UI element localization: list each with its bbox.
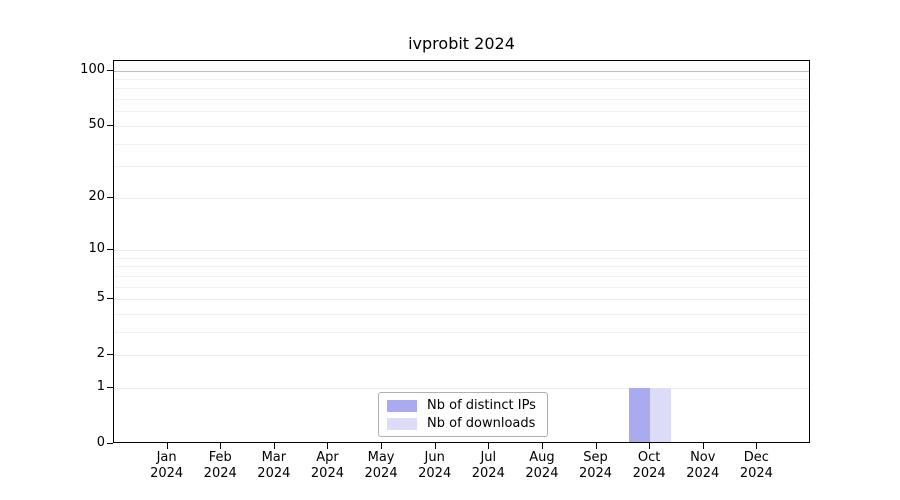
y-tick-label: 10	[88, 240, 105, 256]
y-tick-label: 0	[96, 435, 105, 450]
legend-label-distinct-ips: Nb of distinct IPs	[427, 398, 536, 413]
chart-title: ivprobit 2024	[408, 34, 515, 53]
x-tick-mark	[327, 443, 329, 449]
y-tick-label: 5	[96, 290, 105, 306]
x-tick-mark	[595, 443, 597, 449]
x-tick-label-year: 2024	[418, 466, 452, 481]
y-gridline-minor	[114, 266, 809, 268]
y-tick-label: 100	[80, 61, 105, 77]
x-tick-mark	[434, 443, 436, 449]
x-tick-label-month: Nov	[690, 450, 716, 465]
x-tick-label-year: 2024	[257, 466, 291, 481]
x-tick-label-month: Oct	[637, 450, 661, 465]
y-tick-mark	[107, 443, 113, 444]
y-gridline-minor	[114, 79, 809, 81]
legend-item-downloads: Nb of downloads	[387, 416, 541, 431]
y-tick-label: 50	[88, 116, 105, 132]
legend-label-downloads: Nb of downloads	[427, 416, 536, 431]
y-tick-mark	[107, 124, 113, 126]
x-tick-label-month: Feb	[208, 450, 232, 465]
x-tick-label-month: Apr	[316, 450, 339, 465]
y-gridline	[114, 355, 809, 357]
y-gridline-minor	[114, 313, 809, 315]
x-tick-label-month: Aug	[529, 450, 555, 465]
x-tick-mark	[273, 443, 275, 449]
x-tick-mark	[649, 443, 651, 449]
y-tick-mark	[107, 298, 113, 300]
x-tick-label-month: May	[367, 450, 395, 465]
legend: Nb of distinct IPs Nb of downloads	[378, 392, 548, 437]
y-gridline	[114, 249, 809, 251]
x-tick-label-year: 2024	[364, 466, 398, 481]
y-gridline	[114, 387, 809, 389]
y-gridline-minor	[114, 331, 809, 333]
bar-distinct-ips	[629, 387, 651, 442]
y-gridline	[114, 70, 809, 72]
x-tick-label-year: 2024	[150, 466, 184, 481]
y-tick-label: 20	[88, 188, 105, 204]
legend-swatch-distinct-ips	[387, 399, 417, 412]
x-tick-label-month: Jul	[480, 450, 497, 465]
x-tick-mark	[541, 443, 543, 449]
x-tick-label-year: 2024	[203, 466, 237, 481]
y-tick-mark	[107, 354, 113, 356]
y-gridline-minor	[114, 143, 809, 145]
y-gridline-minor	[114, 166, 809, 168]
x-tick-mark	[756, 443, 758, 449]
x-tick-label-year: 2024	[686, 466, 720, 481]
y-tick-label: 1	[96, 378, 105, 394]
x-tick-label-year: 2024	[739, 466, 773, 481]
y-gridline-minor	[114, 257, 809, 259]
y-gridline-minor	[114, 99, 809, 101]
legend-item-distinct-ips: Nb of distinct IPs	[387, 398, 541, 413]
x-tick-label-year: 2024	[471, 466, 505, 481]
y-tick-label: 2	[96, 346, 105, 362]
legend-swatch-downloads	[387, 417, 417, 430]
y-tick-mark	[107, 386, 113, 388]
y-gridline-minor	[114, 111, 809, 113]
x-tick-mark	[220, 443, 222, 449]
x-tick-label-month: Jan	[156, 450, 177, 465]
x-tick-label-year: 2024	[525, 466, 559, 481]
y-tick-mark	[107, 248, 113, 250]
bar-downloads	[650, 387, 672, 442]
x-tick-mark	[166, 443, 168, 449]
y-gridline	[114, 125, 809, 127]
y-gridline	[114, 197, 809, 199]
x-tick-label-month: Mar	[261, 450, 287, 465]
y-gridline	[114, 299, 809, 301]
y-gridline-minor	[114, 286, 809, 288]
x-tick-mark	[381, 443, 383, 449]
x-tick-label-month: Jun	[424, 450, 445, 465]
y-tick-mark	[107, 196, 113, 198]
plot-area	[113, 60, 810, 443]
y-gridline-minor	[114, 88, 809, 90]
x-tick-mark	[702, 443, 704, 449]
y-tick-mark	[107, 69, 113, 71]
y-gridline-minor	[114, 275, 809, 277]
x-tick-label-year: 2024	[578, 466, 613, 481]
x-tick-label-year: 2024	[310, 466, 344, 481]
x-tick-label-month: Dec	[743, 450, 769, 465]
x-tick-label-year: 2024	[632, 466, 666, 481]
x-tick-label-month: Sep	[583, 450, 608, 465]
x-tick-mark	[488, 443, 490, 449]
